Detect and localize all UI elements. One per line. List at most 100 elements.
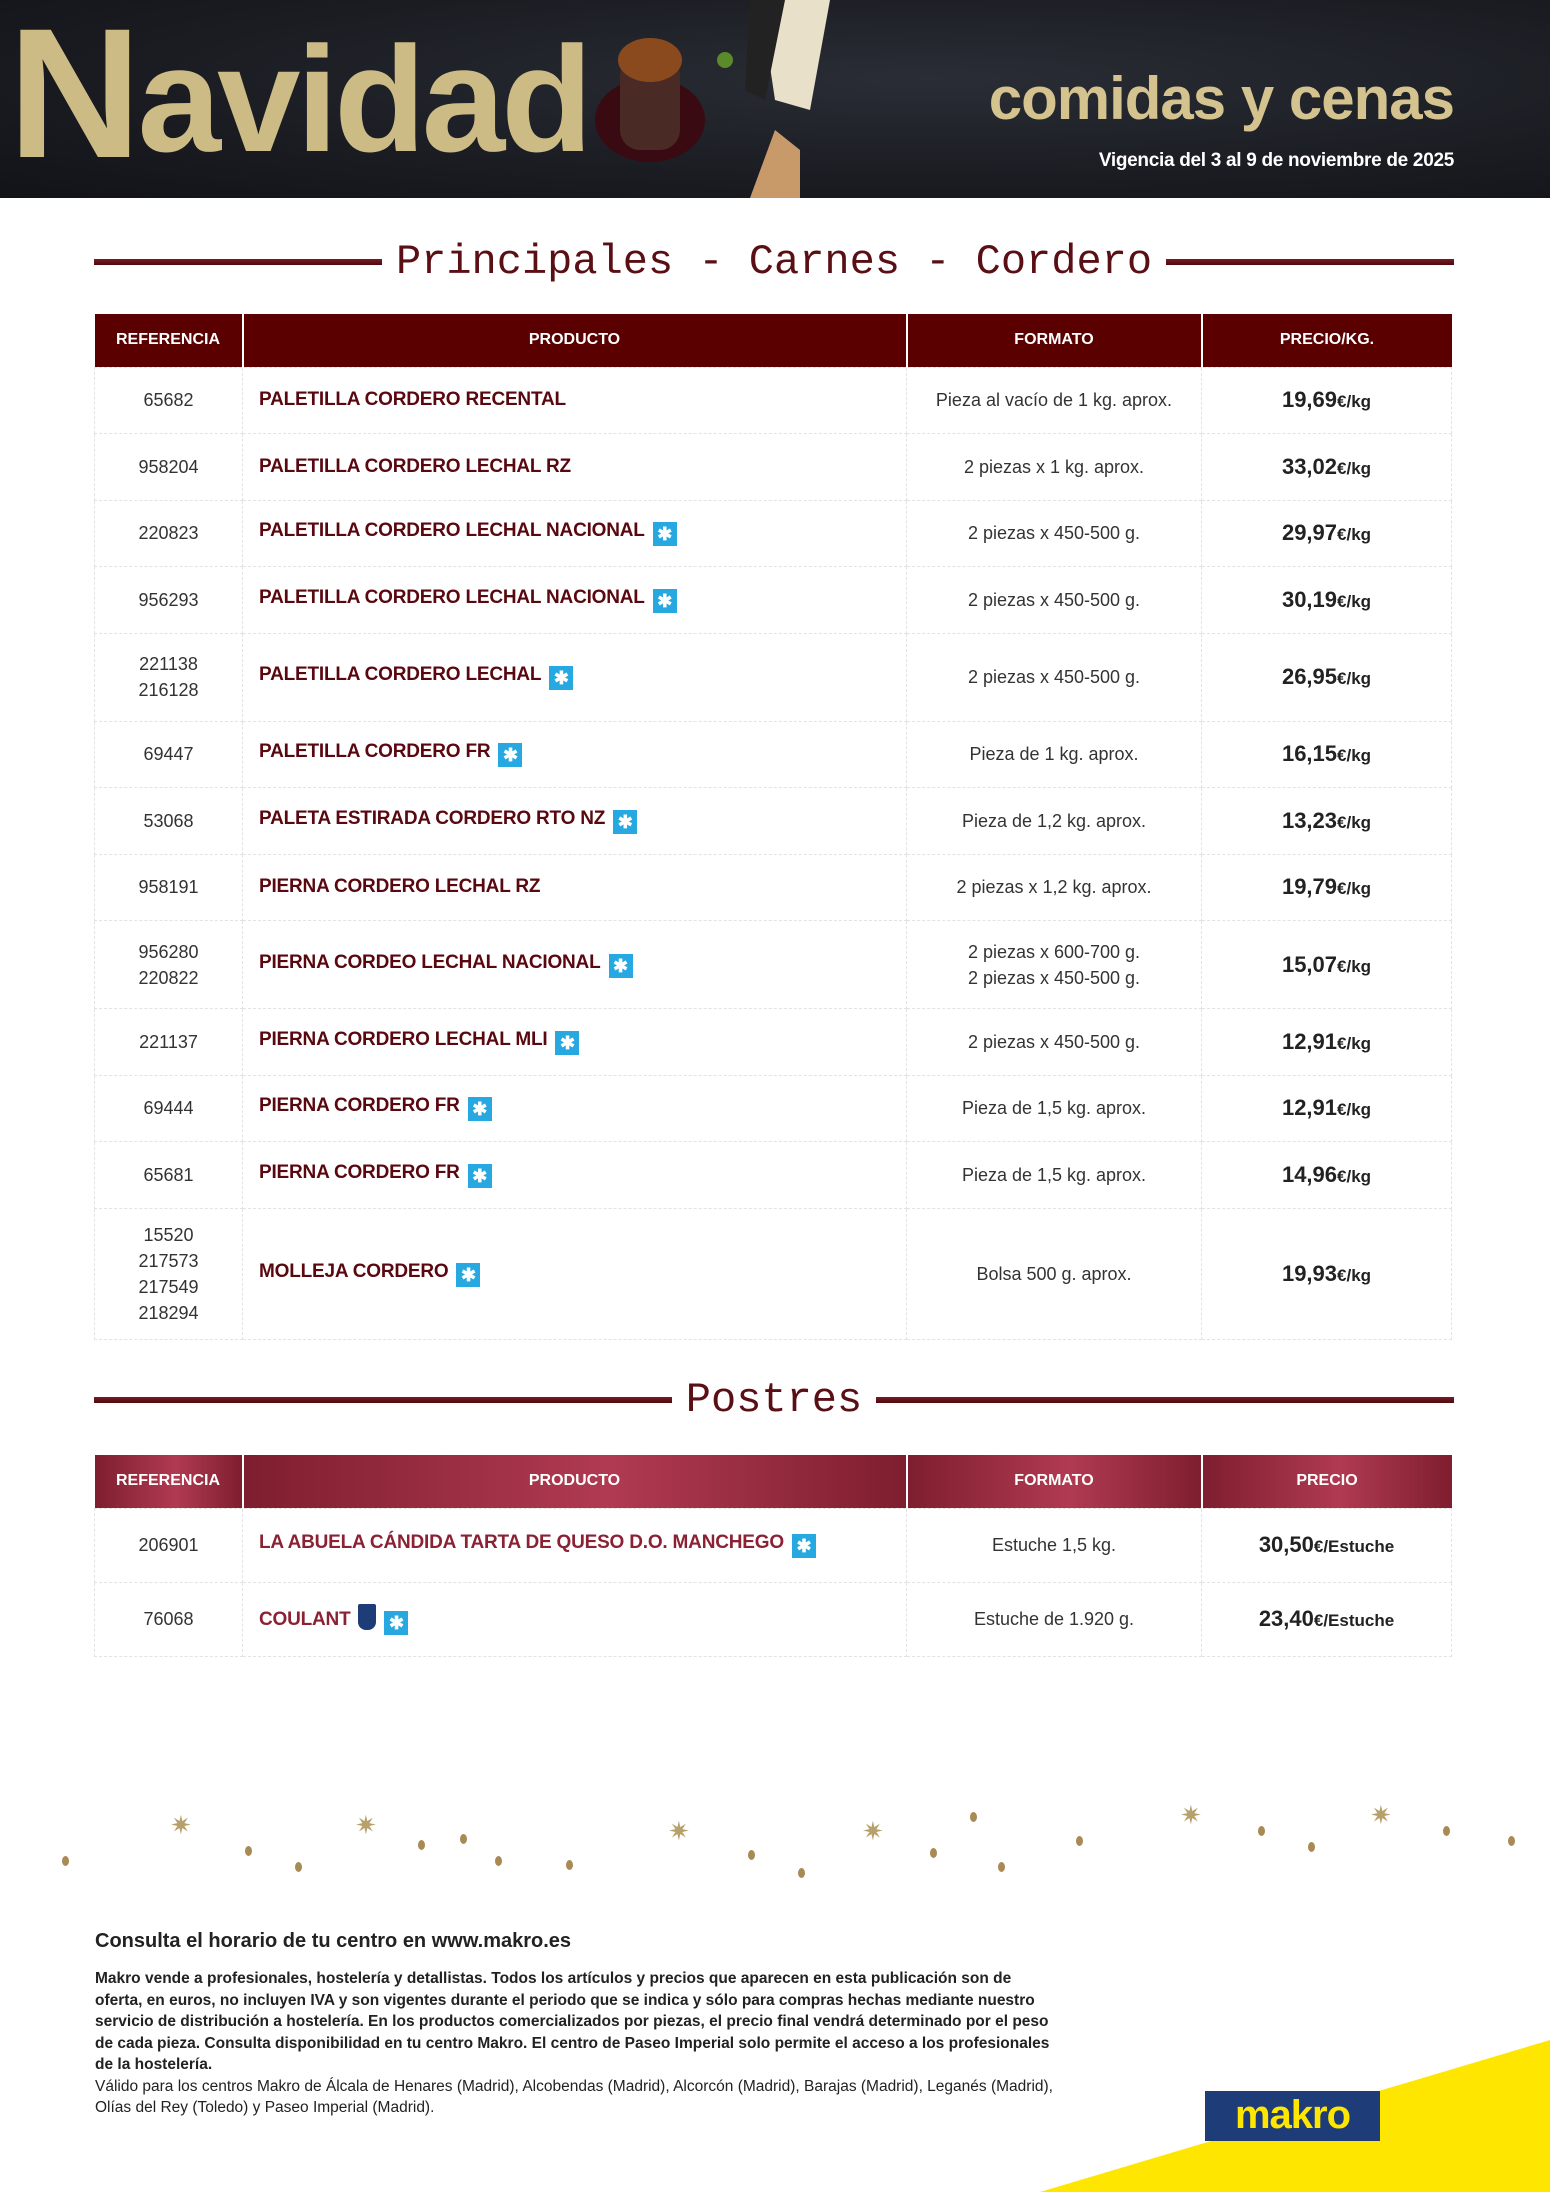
product-name: LA ABUELA CÁNDIDA TARTA DE QUESO D.O. MA…	[259, 1532, 784, 1553]
dot-decoration	[748, 1850, 755, 1860]
price-value: 15,07	[1281, 951, 1338, 977]
product-name: PALETILLA CORDERO LECHAL NACIONAL	[259, 586, 645, 608]
table-row: 956293 PALETILLA CORDERO LECHAL NACIONAL ✱…	[94, 566, 1452, 634]
product-name: PALETA ESTIRADA CORDERO RTO NZ	[259, 807, 606, 829]
star-icon: ✷	[170, 1810, 192, 1840]
column-header: PRECIO	[1200, 1455, 1452, 1508]
product-name: PALETILLA CORDERO LECHAL	[259, 664, 542, 685]
dot-decoration	[460, 1834, 467, 1844]
product-cell: PALETILLA CORDERO RECENTAL	[242, 366, 907, 434]
price-unit: €/Estuche	[1313, 1537, 1395, 1556]
reference-cell: 53068	[94, 787, 243, 855]
divider	[1166, 259, 1454, 265]
snowflake-icon: ✱	[652, 588, 677, 613]
reference-cell: 65681	[94, 1141, 243, 1209]
price-value: 19,69	[1281, 387, 1338, 413]
divider	[94, 1397, 672, 1403]
table-row: 76068 COULANT ✱ Estuche de 1.920 g. 23,40€/E…	[94, 1581, 1452, 1657]
price-value: 23,40	[1258, 1606, 1314, 1631]
table-row: 221138 216128 PALETILLA CORDERO LECHAL ✱ 2 …	[94, 632, 1452, 722]
snowflake-icon: ✱	[384, 1610, 409, 1635]
snowflake-icon: ✱	[608, 953, 633, 978]
format-cell: 2 piezas x 1 kg. aprox.	[906, 433, 1202, 501]
reference-cell: 220823	[94, 499, 243, 567]
star-icon: ✷	[1370, 1800, 1392, 1830]
star-icon: ✷	[668, 1816, 690, 1846]
product-cell: PALETILLA CORDERO LECHAL RZ	[242, 433, 907, 501]
price-value: 13,23	[1281, 807, 1338, 833]
section-title-postres: Postres	[94, 1376, 1454, 1424]
product-name: PIERNA CORDEO LECHAL NACIONAL	[259, 951, 601, 973]
price-cell: 33,02€/kg	[1201, 433, 1452, 501]
format-cell: Pieza de 1,5 kg. aprox.	[906, 1074, 1202, 1142]
dot-decoration	[1443, 1826, 1450, 1836]
price-value: 12,91	[1281, 1028, 1338, 1054]
format-cell: Pieza de 1 kg. aprox.	[906, 720, 1202, 788]
product-name: COULANT	[259, 1608, 351, 1630]
reference-cell: 65682	[94, 366, 243, 434]
product-cell: COULANT ✱	[242, 1581, 907, 1657]
dot-decoration	[1258, 1826, 1265, 1836]
price-unit: €/kg	[1337, 591, 1372, 611]
reference-cell: 958191	[94, 853, 243, 921]
price-value: 33,02	[1281, 453, 1338, 479]
star-icon: ✷	[1180, 1800, 1202, 1830]
snowflake-icon: ✱	[467, 1097, 492, 1122]
table-row: 15520 217573 217549 218294 MOLLEJA CORDER…	[94, 1207, 1452, 1340]
dot-decoration	[245, 1846, 252, 1856]
product-cell: PIERNA CORDERO LECHAL MLI ✱	[242, 1008, 907, 1076]
column-header: PRECIO/KG.	[1200, 314, 1452, 367]
table-row: 206901 LA ABUELA CÁNDIDA TARTA DE QUESO D…	[94, 1507, 1452, 1583]
reference-cell: 76068	[94, 1581, 243, 1657]
price-cell: 16,15€/kg	[1201, 720, 1452, 788]
star-icon: ✷	[862, 1816, 884, 1846]
product-name: PALETILLA CORDERO FR	[259, 741, 491, 763]
price-cell: 12,91€/kg	[1201, 1008, 1452, 1076]
price-unit: €/kg	[1337, 458, 1372, 478]
product-cell: LA ABUELA CÁNDIDA TARTA DE QUESO D.O. MA…	[242, 1507, 907, 1583]
price-value: 19,79	[1281, 874, 1338, 900]
reference-cell: 956293	[94, 566, 243, 634]
dot-decoration	[566, 1860, 573, 1870]
section-title-cordero: Principales - Carnes - Cordero	[94, 238, 1454, 286]
price-value: 30,50	[1258, 1532, 1314, 1557]
product-cell: PIERNA CORDERO LECHAL RZ	[242, 853, 907, 921]
star-icon: ✷	[355, 1810, 377, 1840]
dot-decoration	[998, 1862, 1005, 1872]
dot-decoration	[418, 1840, 425, 1850]
snowflake-icon: ✱	[652, 522, 677, 547]
product-name: PIERNA CORDERO FR	[259, 1095, 460, 1117]
snowflake-icon: ✱	[498, 743, 523, 768]
subtitle: comidas y cenas	[988, 65, 1455, 132]
validity-dates: Vigencia del 3 al 9 de noviembre de 2025	[1098, 150, 1454, 171]
reference-cell: 206901	[94, 1507, 243, 1583]
price-cell: 13,23€/kg	[1201, 787, 1452, 855]
footer-legal: Makro vende a profesionales, hostelería …	[95, 1970, 1053, 2116]
price-cell: 19,93€/kg	[1201, 1207, 1452, 1340]
dot-decoration	[1508, 1836, 1515, 1846]
table-row: 69444 PIERNA CORDERO FR ✱ Pieza de 1,5 kg. …	[94, 1074, 1452, 1142]
divider	[876, 1397, 1454, 1403]
footer-headline: Consulta el horario de tu centro en www.…	[95, 1930, 572, 1952]
makro-logo: makro	[1205, 2091, 1380, 2141]
column-header: PRODUCTO	[241, 314, 907, 367]
header-banner: Navidad comidas y cenas Vigencia del 3 a…	[0, 0, 1550, 198]
price-cell: 26,95€/kg	[1201, 632, 1452, 722]
reference-cell: 69444	[94, 1074, 243, 1142]
price-value: 29,97	[1281, 520, 1338, 546]
column-header: REFERENCIA	[94, 1455, 243, 1508]
snowflake-icon: ✱	[549, 666, 574, 690]
product-cell: PIERNA CORDERO FR ✱	[242, 1074, 907, 1142]
price-value: 12,91	[1281, 1095, 1338, 1121]
price-unit: €/Estuche	[1313, 1611, 1395, 1630]
table-row: 221137 PIERNA CORDERO LECHAL MLI ✱ 2 piezas…	[94, 1008, 1452, 1076]
format-cell: 2 piezas x 450-500 g.	[906, 1008, 1202, 1076]
price-unit: €/kg	[1337, 669, 1372, 688]
price-unit: €/kg	[1337, 525, 1372, 545]
format-cell: Estuche 1,5 kg.	[906, 1507, 1202, 1583]
price-cell: 30,19€/kg	[1201, 566, 1452, 634]
column-header: FORMATO	[905, 314, 1202, 367]
reference-cell: 956280 220822	[94, 920, 243, 1009]
product-name: PIERNA CORDERO LECHAL RZ	[259, 876, 541, 898]
product-cell: PIERNA CORDERO FR ✱	[242, 1141, 907, 1209]
